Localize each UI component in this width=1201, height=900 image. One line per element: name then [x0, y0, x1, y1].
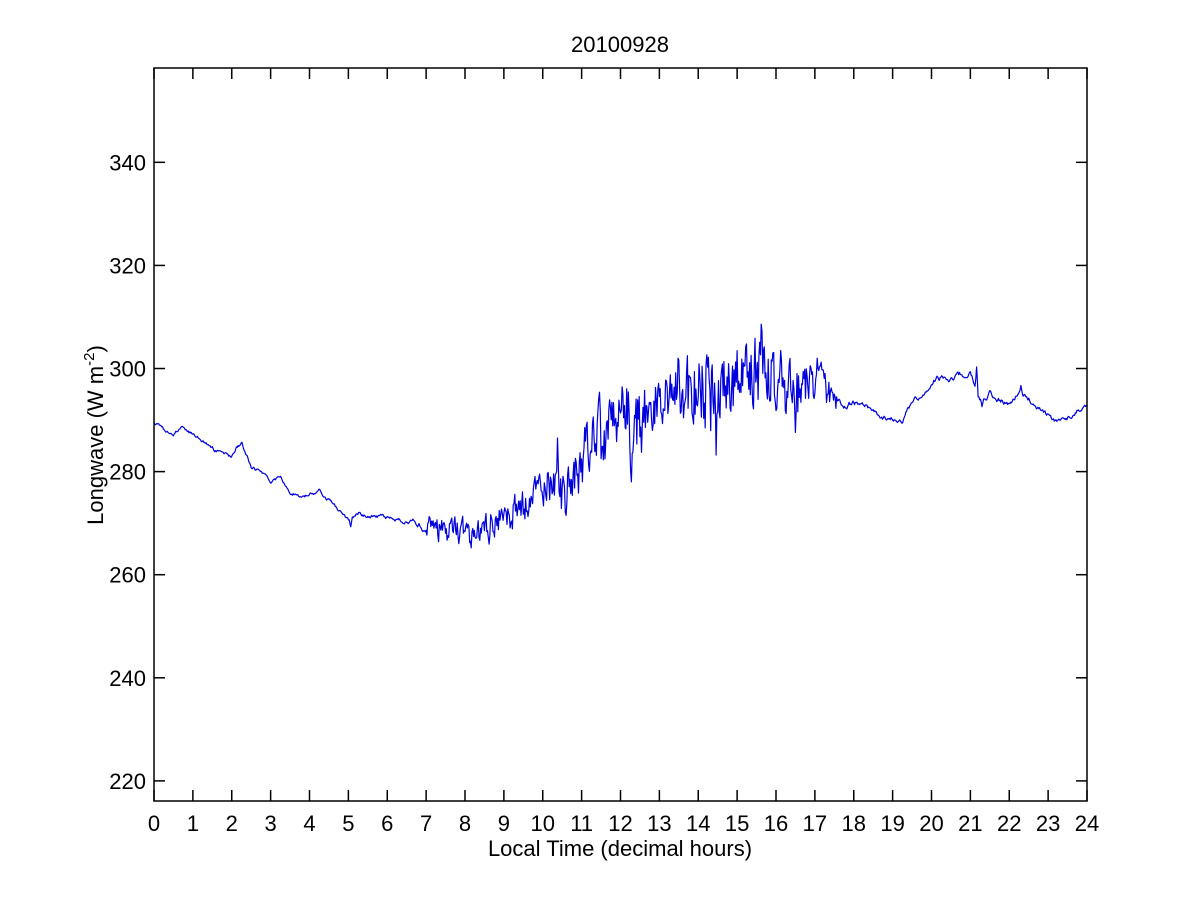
longwave-series-line	[153, 323, 1088, 549]
x-tick-label: 21	[958, 811, 982, 836]
x-tick-label: 9	[498, 811, 510, 836]
axis-tick-labels: 0 1 2 3 4 5 6 7 8 9 10 11 12 13 14 15 16 17 18 19 20 21 22 23 24…	[109, 150, 1099, 836]
y-tick-label: 300	[109, 357, 146, 382]
x-tick-label: 11	[570, 811, 593, 836]
y-axis-label-main: Longwave (W m	[83, 366, 108, 525]
y-axis-label-superscript: -2	[81, 353, 98, 366]
x-tick-label: 24	[1075, 811, 1099, 836]
y-tick-label: 240	[109, 666, 146, 691]
x-tick-label: 1	[187, 811, 199, 836]
x-tick-label: 7	[420, 811, 432, 836]
x-tick-label: 8	[459, 811, 471, 836]
y-tick-label: 340	[109, 150, 146, 175]
x-tick-label: 4	[303, 811, 315, 836]
x-tick-label: 5	[342, 811, 354, 836]
y-tick-label: 260	[109, 563, 146, 588]
x-tick-label: 23	[1036, 811, 1060, 836]
y-axis-label: Longwave (W m-2)	[81, 345, 108, 525]
x-tick-label: 10	[531, 811, 555, 836]
y-axis-label-close: )	[83, 345, 108, 352]
x-tick-label: 14	[686, 811, 710, 836]
x-tick-label: 19	[880, 811, 904, 836]
x-tick-label: 22	[997, 811, 1021, 836]
plot-area	[154, 68, 1087, 801]
y-tick-label: 280	[109, 460, 146, 485]
x-tick-label: 16	[764, 811, 788, 836]
x-tick-label: 3	[265, 811, 277, 836]
y-tick-label: 220	[109, 769, 146, 794]
y-tick-label: 320	[109, 253, 146, 278]
chart-title: 20100928	[571, 32, 669, 57]
x-tick-label: 6	[381, 811, 393, 836]
x-tick-label: 13	[647, 811, 671, 836]
x-tick-label: 15	[725, 811, 749, 836]
x-tick-label: 17	[803, 811, 827, 836]
x-tick-label: 2	[226, 811, 238, 836]
x-tick-label: 12	[608, 811, 632, 836]
x-tick-label: 18	[842, 811, 866, 836]
axes-box	[153, 67, 1088, 802]
x-tick-label: 20	[919, 811, 943, 836]
x-tick-label: 0	[148, 811, 160, 836]
x-axis-label: Local Time (decimal hours)	[488, 836, 752, 861]
axis-ticks	[153, 68, 1088, 801]
